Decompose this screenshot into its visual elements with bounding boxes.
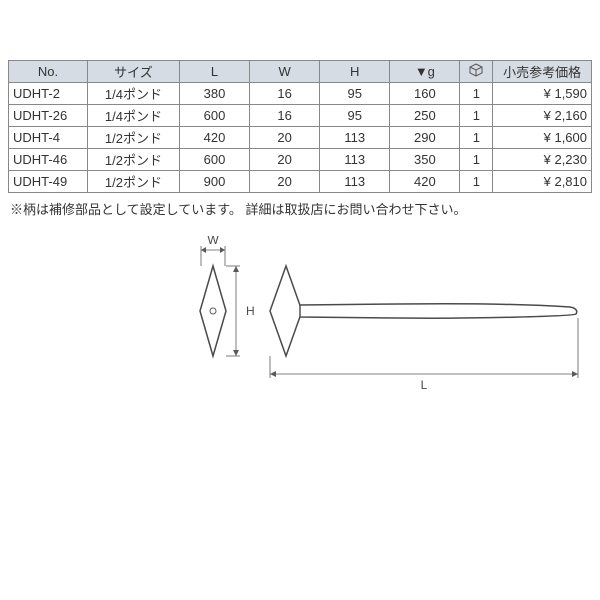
table-cell: 160 bbox=[390, 83, 460, 105]
table-cell: 113 bbox=[320, 171, 390, 193]
table-cell: UDHT-26 bbox=[9, 105, 88, 127]
table-cell: 290 bbox=[390, 127, 460, 149]
table-cell: 95 bbox=[320, 83, 390, 105]
table-row: UDHT-461/2ポンド600201133501¥ 2,230 bbox=[9, 149, 592, 171]
table-cell: 16 bbox=[250, 105, 320, 127]
table-cell: 1/4ポンド bbox=[87, 105, 179, 127]
table-cell: 1/2ポンド bbox=[87, 149, 179, 171]
footnote: ※柄は補修部品として設定しています。 詳細は取扱店にお問い合わせ下さい。 bbox=[8, 199, 592, 218]
table-cell: 1/2ポンド bbox=[87, 171, 179, 193]
table-cell: 1 bbox=[460, 83, 493, 105]
table-cell: 1/4ポンド bbox=[87, 83, 179, 105]
col-header-no: No. bbox=[9, 61, 88, 83]
table-cell: 20 bbox=[250, 127, 320, 149]
col-header-pkg bbox=[460, 61, 493, 83]
table-cell: 20 bbox=[250, 171, 320, 193]
table-cell: 600 bbox=[179, 149, 249, 171]
col-header-l: L bbox=[179, 61, 249, 83]
dim-l: L bbox=[270, 318, 578, 392]
spec-table-head: No. サイズ L W H ▼g 小売参考価格 bbox=[9, 61, 592, 83]
spec-table: No. サイズ L W H ▼g 小売参考価格 UDHT-21/4ポンド3801… bbox=[8, 60, 592, 193]
col-header-h: H bbox=[320, 61, 390, 83]
table-cell: 1 bbox=[460, 105, 493, 127]
col-header-size: サイズ bbox=[87, 61, 179, 83]
col-header-price: 小売参考価格 bbox=[493, 61, 592, 83]
table-cell: ¥ 2,810 bbox=[493, 171, 592, 193]
col-header-g: ▼g bbox=[390, 61, 460, 83]
package-icon bbox=[469, 63, 483, 77]
side-view bbox=[270, 266, 577, 356]
table-cell: 1 bbox=[460, 171, 493, 193]
table-row: UDHT-261/4ポンド60016952501¥ 2,160 bbox=[9, 105, 592, 127]
table-cell: ¥ 2,230 bbox=[493, 149, 592, 171]
col-header-w: W bbox=[250, 61, 320, 83]
table-cell: 95 bbox=[320, 105, 390, 127]
table-row: UDHT-21/4ポンド38016951601¥ 1,590 bbox=[9, 83, 592, 105]
table-cell: 20 bbox=[250, 149, 320, 171]
dim-h: H bbox=[226, 266, 255, 356]
dim-h-label: H bbox=[246, 304, 255, 318]
table-cell: 113 bbox=[320, 149, 390, 171]
table-cell: UDHT-2 bbox=[9, 83, 88, 105]
table-cell: 113 bbox=[320, 127, 390, 149]
dim-w-label: W bbox=[207, 236, 219, 247]
table-cell: ¥ 1,600 bbox=[493, 127, 592, 149]
table-cell: 900 bbox=[179, 171, 249, 193]
table-cell: 420 bbox=[179, 127, 249, 149]
page: No. サイズ L W H ▼g 小売参考価格 UDHT-21/4ポンド3801… bbox=[0, 0, 600, 406]
table-cell: ¥ 1,590 bbox=[493, 83, 592, 105]
front-head bbox=[200, 266, 226, 356]
table-cell: 600 bbox=[179, 105, 249, 127]
table-cell: 350 bbox=[390, 149, 460, 171]
table-cell: 250 bbox=[390, 105, 460, 127]
dim-w: W bbox=[201, 236, 225, 266]
table-row: UDHT-491/2ポンド900201134201¥ 2,810 bbox=[9, 171, 592, 193]
table-cell: 1 bbox=[460, 149, 493, 171]
table-cell: 380 bbox=[179, 83, 249, 105]
dimension-diagram: W H bbox=[178, 236, 592, 406]
spec-table-body: UDHT-21/4ポンド38016951601¥ 1,590UDHT-261/4… bbox=[9, 83, 592, 193]
table-cell: 420 bbox=[390, 171, 460, 193]
table-cell: UDHT-49 bbox=[9, 171, 88, 193]
table-cell: 1/2ポンド bbox=[87, 127, 179, 149]
table-cell: ¥ 2,160 bbox=[493, 105, 592, 127]
table-cell: 16 bbox=[250, 83, 320, 105]
table-cell: UDHT-46 bbox=[9, 149, 88, 171]
table-row: UDHT-41/2ポンド420201132901¥ 1,600 bbox=[9, 127, 592, 149]
dim-l-label: L bbox=[421, 378, 428, 392]
table-cell: 1 bbox=[460, 127, 493, 149]
table-cell: UDHT-4 bbox=[9, 127, 88, 149]
